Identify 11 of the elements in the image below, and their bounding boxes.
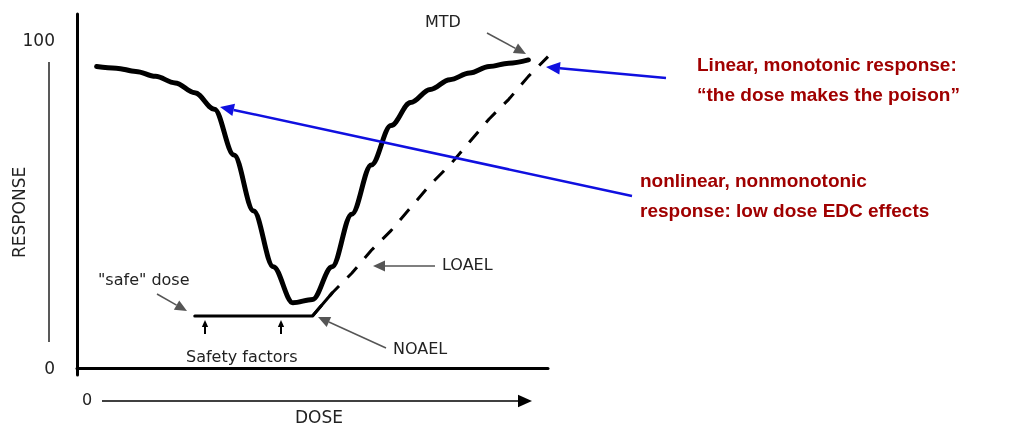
annotation: LOAEL: [442, 255, 493, 274]
text: Linear, monotonic response: “the dose makes the poison”: [697, 53, 960, 107]
text: nonlinear, nonmonotonic response: low dose EDC effects: [640, 169, 930, 223]
annotation: "safe" dose: [98, 270, 190, 289]
y-tick-label: 100: [22, 30, 55, 51]
annotation: NOAEL: [393, 339, 448, 358]
x-axis-title: DOSE: [295, 406, 344, 427]
annotation: Safety factors: [186, 347, 298, 366]
annotation: MTD: [425, 12, 461, 31]
y-axis-title: RESPONSE: [8, 166, 29, 258]
text: 0: [82, 390, 93, 409]
